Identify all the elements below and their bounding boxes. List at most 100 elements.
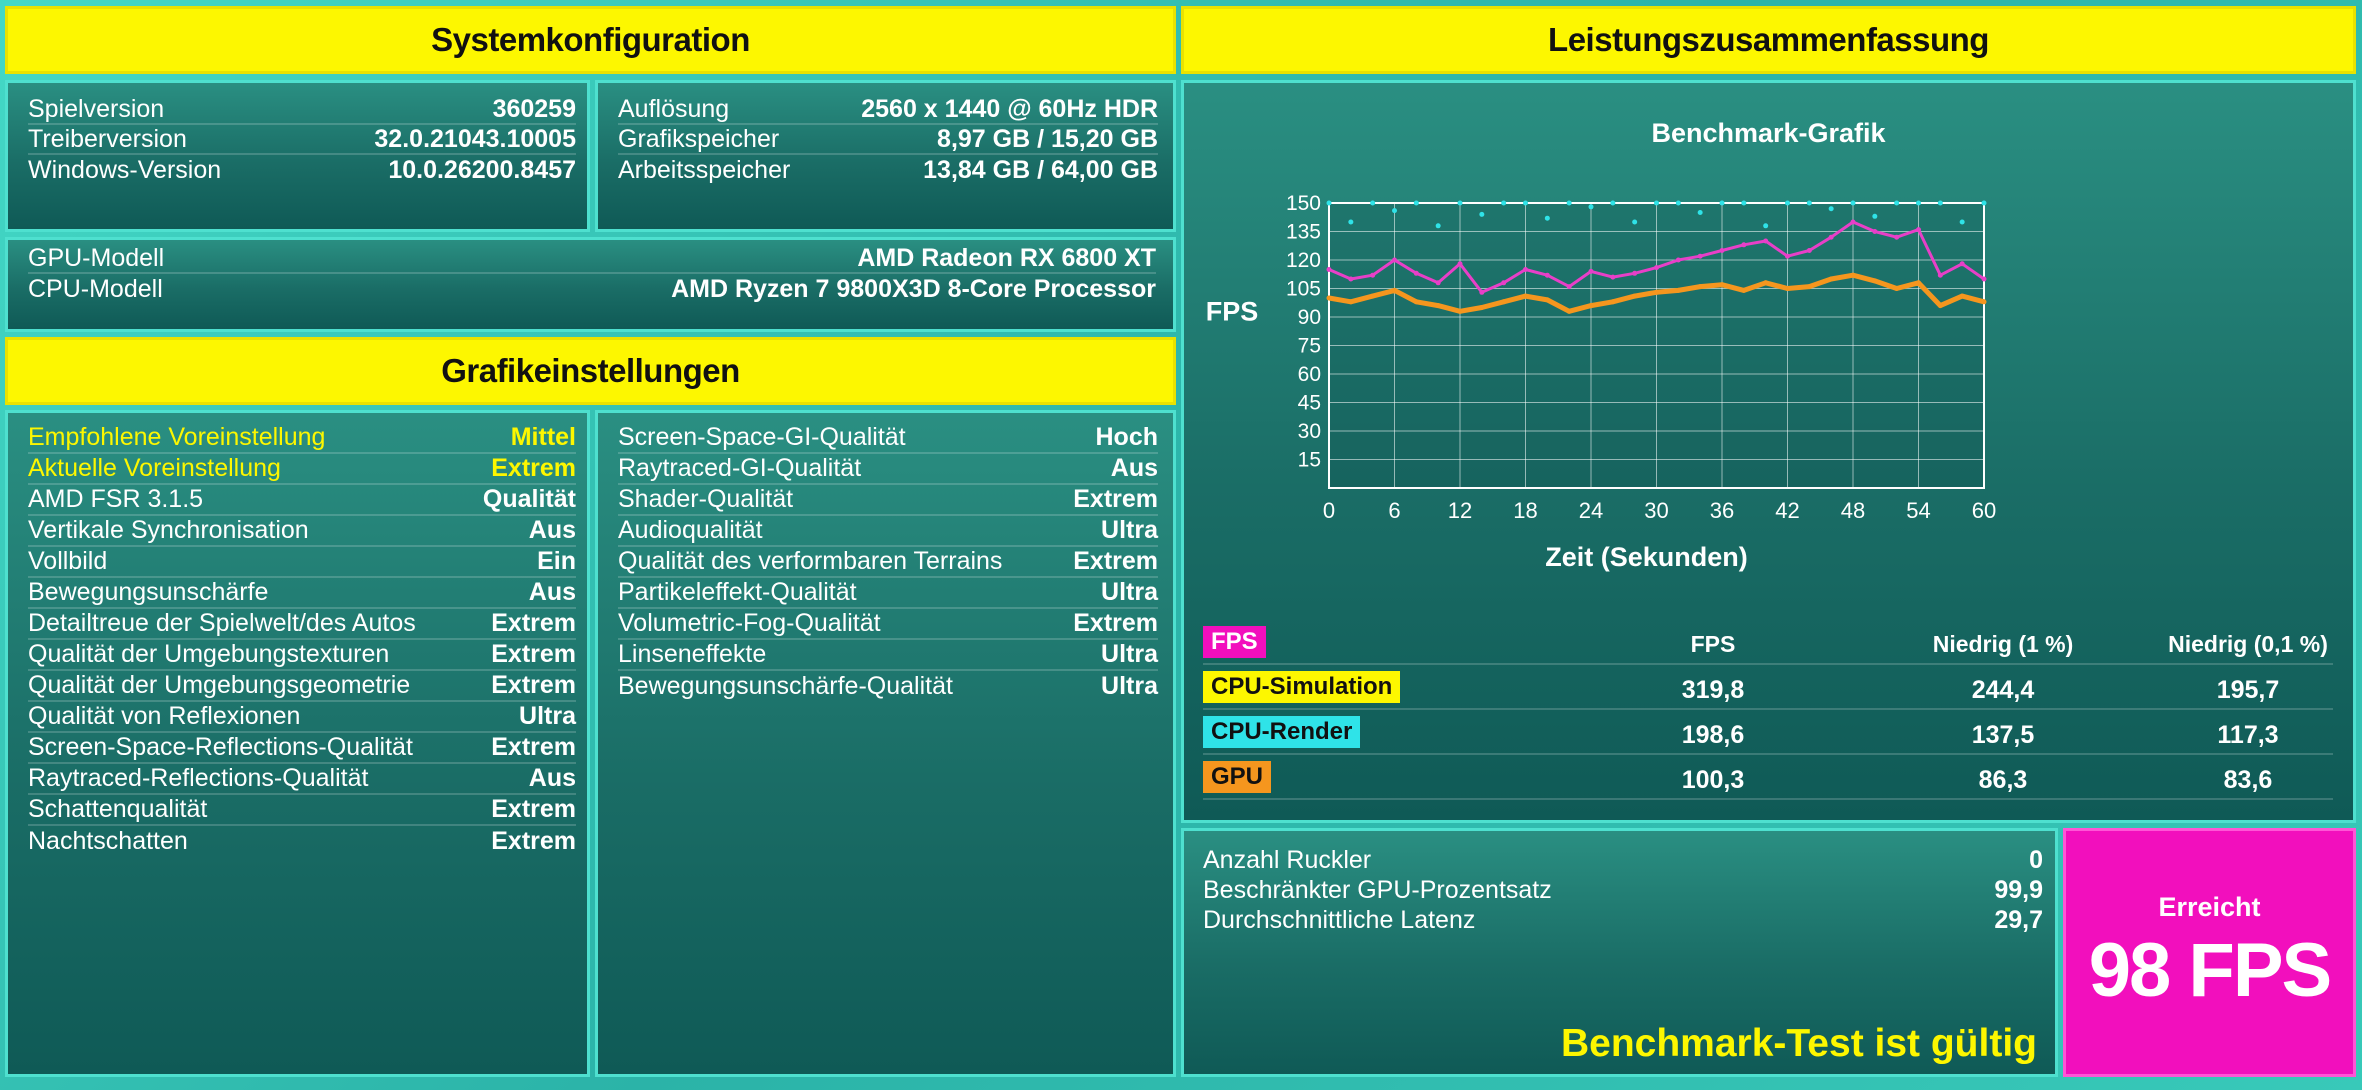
col-low-01: Niedrig (0,1 %) <box>2168 631 2328 657</box>
performance-panel: Benchmark-Grafik 0 6 12 18 24 30 36 42 48 54 60 15 3… <box>1181 80 2356 823</box>
setting-label: Windows-Version <box>28 155 222 184</box>
setting-label: Raytraced-GI-Qualität <box>618 454 862 482</box>
setting-row: Screen-Space-Reflections-Qualität Extrem <box>28 733 576 764</box>
setting-label: Linseneffekte <box>618 640 767 668</box>
benchmark-chart: 0 6 12 18 24 30 36 42 48 54 60 15 30 45 60 75 90 105 120 13… <box>1206 192 1997 572</box>
x-tick-label: 30 <box>1644 498 1668 523</box>
cpu-render-point <box>1719 200 1725 206</box>
setting-value: Mittel <box>510 423 576 451</box>
gpu-point <box>1566 308 1572 314</box>
graphics-left-panel: Empfohlene Voreinstellung Mittel Aktuelle … <box>5 410 590 1077</box>
cpu-render-point <box>1326 200 1332 206</box>
y-tick-label: 105 <box>1286 278 1321 301</box>
gpu-point <box>1457 308 1463 314</box>
cpu-render-point <box>1588 204 1594 210</box>
cpu-simulation-point <box>1348 276 1354 282</box>
setting-value: Extrem <box>491 454 576 482</box>
setting-label: AMD FSR 3.1.5 <box>28 485 204 513</box>
cpu-render-point <box>1937 200 1943 206</box>
perf-value: 244,4 <box>1971 676 2035 704</box>
result-value: 98 FPS <box>2088 927 2332 1013</box>
gpu-point <box>1348 299 1354 305</box>
cpu-render-point <box>1806 200 1812 206</box>
gpu-point <box>1828 276 1834 282</box>
setting-value: Extrem <box>491 609 576 637</box>
result-label: Erreicht <box>2158 891 2261 922</box>
gpu-point <box>1544 297 1550 303</box>
perf-value: 117,3 <box>2217 721 2279 749</box>
x-tick-label: 6 <box>1388 498 1400 523</box>
setting-row: Raytraced-Reflections-Qualität Aus <box>28 764 576 795</box>
hardware-list: GPU-Modell AMD Radeon RX 6800 XT CPU-Model… <box>28 244 1156 304</box>
gpu-point <box>1763 280 1769 286</box>
setting-label: Shader-Qualität <box>618 485 794 513</box>
setting-value: Ultra <box>1101 578 1158 606</box>
setting-row: Aktuelle Voreinstellung Extrem <box>28 454 576 485</box>
cpu-render-point <box>1872 213 1878 219</box>
x-axis-label: Zeit (Sekunden) <box>1545 542 1748 572</box>
cpu-render-point <box>1763 223 1769 229</box>
gpu-point <box>1741 287 1747 293</box>
cpu-render-point <box>1544 215 1550 221</box>
setting-row: Beschränkter GPU-Prozentsatz 99,9 <box>1203 875 2043 905</box>
gpu-point <box>1981 299 1987 305</box>
x-tick-label: 18 <box>1513 498 1537 523</box>
cpu-render-point <box>1392 208 1397 214</box>
cpu-simulation-point <box>1872 229 1878 234</box>
validity-text: Benchmark-Test ist gültig <box>1560 1022 2037 1065</box>
setting-value: Extrem <box>1073 485 1158 513</box>
chart-title: Benchmark-Grafik <box>1651 118 1886 148</box>
perf-value: 319,8 <box>1681 676 1745 704</box>
gpu-point <box>1632 293 1638 299</box>
setting-label: Qualität von Reflexionen <box>28 702 301 730</box>
setting-row: AMD FSR 3.1.5 Qualität <box>28 485 576 516</box>
setting-value: 32.0.21043.10005 <box>374 124 576 153</box>
setting-label: GPU-Modell <box>28 243 165 272</box>
setting-value: Aus <box>528 764 576 792</box>
setting-label: Treiberversion <box>28 124 187 153</box>
y-tick-label: 60 <box>1298 363 1321 386</box>
cpu-render-point <box>1479 211 1485 217</box>
cpu-render-point <box>1370 200 1376 206</box>
gpu-point <box>1392 287 1397 293</box>
perf-value: 195,7 <box>2216 676 2280 704</box>
setting-value: Extrem <box>1073 547 1158 575</box>
setting-row: Arbeitsspeicher 13,84 GB / 64,00 GB <box>618 155 1158 185</box>
gpu-point <box>1588 303 1594 309</box>
setting-label: Nachtschatten <box>28 827 188 855</box>
cpu-render-point <box>1654 200 1659 206</box>
cpu-simulation-point <box>1785 253 1790 259</box>
setting-label: CPU-Modell <box>28 274 163 303</box>
cpu-render-point <box>1457 200 1463 206</box>
gpu-point <box>1937 303 1943 309</box>
cpu-render-point <box>1741 200 1747 206</box>
setting-row: Qualität des verformbaren Terrains Extrem <box>618 547 1158 578</box>
setting-value: 13,84 GB / 64,00 GB <box>923 155 1158 184</box>
setting-row: Qualität der Umgebungsgeometrie Extrem <box>28 671 576 702</box>
cpu-simulation-point <box>1370 272 1376 278</box>
gpu-point <box>1675 287 1681 293</box>
setting-label: Volumetric-Fog-Qualität <box>618 609 881 637</box>
setting-value: Aus <box>528 578 576 606</box>
setting-row: Qualität von Reflexionen Ultra <box>28 702 576 733</box>
cpu-simulation-point <box>1566 284 1572 290</box>
gpu-point <box>1697 284 1703 290</box>
perf-value: 198,6 <box>1681 721 1745 749</box>
y-tick-label: 90 <box>1298 306 1321 329</box>
setting-value: Aus <box>1110 454 1158 482</box>
setting-label: Auflösung <box>618 94 730 123</box>
gpu-point <box>1850 272 1856 278</box>
x-tick-label: 24 <box>1579 498 1603 523</box>
setting-label: Beschränkter GPU-Prozentsatz <box>1203 875 1552 904</box>
perf-row-tag: CPU-Render <box>1203 716 1361 748</box>
setting-row: Spielversion 360259 <box>28 95 576 125</box>
x-tick-label: 48 <box>1841 498 1865 523</box>
gpu-point <box>1326 295 1332 301</box>
setting-label: Raytraced-Reflections-Qualität <box>28 764 369 792</box>
setting-label: Screen-Space-Reflections-Qualität <box>28 733 413 761</box>
setting-row: Qualität der Umgebungstexturen Extrem <box>28 640 576 671</box>
gpu-point <box>1654 289 1659 295</box>
cpu-render-point <box>1697 210 1703 215</box>
setting-label: Qualität des verformbaren Terrains <box>618 547 1003 575</box>
cpu-simulation-point <box>1413 270 1419 276</box>
